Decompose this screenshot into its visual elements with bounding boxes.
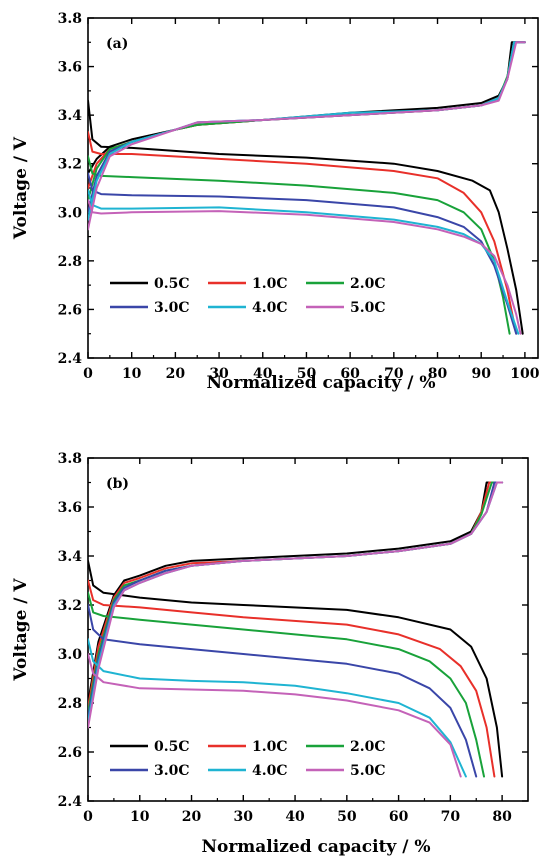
- x-tick-label: 0: [83, 366, 93, 382]
- legend-label: 2.0C: [350, 739, 386, 755]
- series-line-4_0C-charge: [88, 41, 526, 221]
- series-lines: [88, 481, 504, 778]
- x-tick-label: 40: [253, 366, 273, 382]
- legend-label: 5.0C: [350, 300, 386, 316]
- x-tick-label: 50: [337, 809, 357, 825]
- x-tick-label: 100: [510, 366, 539, 382]
- y-tick-label: 3.0: [58, 647, 83, 663]
- y-tick-label: 3.2: [58, 157, 82, 173]
- y-tick-label: 3.8: [58, 11, 82, 27]
- x-tick-label: 50: [297, 366, 317, 382]
- series-line-5_0C-charge: [88, 481, 504, 729]
- legend-label: 1.0C: [252, 739, 288, 755]
- y-tick-label: 3.6: [58, 60, 82, 76]
- legend-label: 2.0C: [350, 276, 386, 292]
- chart-panel-a: 0 10 20 30 40 50 60 70 80 90 100 2.4 2.6 2.8 3.0 3.2 3.4…: [11, 11, 540, 393]
- x-tick-label: 80: [428, 366, 448, 382]
- legend-label: 0.5C: [154, 276, 190, 292]
- x-axis-title: Normalized capacity / %: [206, 373, 435, 393]
- x-tick-label: 60: [389, 809, 409, 825]
- chart-panel-b: 0 10 20 30 40 50 60 70 80 2.4 2.6 2.8 3.0 3.2 3.4 3.6 3.…: [11, 451, 529, 857]
- series-line-1_0C-discharge: [88, 579, 496, 778]
- y-tick-label: 2.6: [58, 745, 82, 761]
- series-line-4_0C-discharge: [88, 189, 520, 335]
- y-tick-label: 3.4: [58, 108, 83, 124]
- y-axis-title: Voltage / V: [11, 136, 31, 240]
- legend: 0.5C 1.0C 2.0C 3.0C 4.0C 5.0C: [110, 276, 386, 316]
- x-tick-label: 60: [340, 366, 360, 382]
- y-tick-label: 2.4: [58, 794, 83, 810]
- y-tick-label: 3.0: [58, 205, 83, 221]
- legend-label: 3.0C: [154, 763, 190, 779]
- x-tick-label: 30: [209, 366, 229, 382]
- series-line-4_0C-discharge: [88, 638, 467, 778]
- y-tick-label: 2.6: [58, 302, 82, 318]
- legend: 0.5C 1.0C 2.0C 3.0C 4.0C 5.0C: [110, 739, 386, 779]
- x-tick-label: 10: [130, 809, 150, 825]
- series-line-0_5C-discharge: [88, 99, 524, 335]
- series-line-3_0C-charge: [88, 481, 504, 719]
- x-tick-label: 0: [83, 809, 93, 825]
- series-lines: [88, 41, 526, 335]
- series-line-3_0C-discharge: [88, 172, 518, 335]
- x-tick-label: 20: [166, 366, 186, 382]
- x-tick-label: 30: [234, 809, 254, 825]
- x-tick-label: 70: [441, 809, 461, 825]
- x-tick-label: 40: [285, 809, 305, 825]
- series-line-3_0C-discharge: [88, 604, 478, 778]
- y-tick-label: 3.4: [58, 549, 83, 565]
- legend-label: 1.0C: [252, 276, 288, 292]
- legend-label: 3.0C: [154, 300, 190, 316]
- x-tick-label: 10: [122, 366, 142, 382]
- x-tick-label: 20: [182, 809, 202, 825]
- y-tick-label: 3.6: [58, 500, 82, 516]
- legend-label: 4.0C: [252, 300, 288, 316]
- x-tick-label: 80: [492, 809, 512, 825]
- series-line-1_0C-discharge: [88, 131, 518, 335]
- series-line-5_0C-discharge: [88, 653, 462, 778]
- y-tick-label: 2.8: [58, 696, 82, 712]
- legend-label: 0.5C: [154, 739, 190, 755]
- series-line-5_0C-discharge: [88, 199, 522, 335]
- x-tick-label: 90: [471, 366, 491, 382]
- y-tick-label: 2.4: [58, 351, 83, 367]
- legend-label: 5.0C: [350, 763, 386, 779]
- panel-label: (b): [106, 476, 129, 492]
- y-tick-label: 3.8: [58, 451, 82, 467]
- panel-label: (a): [106, 36, 128, 52]
- series-line-3_0C-charge: [88, 41, 526, 214]
- x-tick-label: 70: [384, 366, 404, 382]
- y-tick-label: 2.8: [58, 254, 82, 270]
- x-axis-title: Normalized capacity / %: [201, 837, 430, 857]
- series-line-1_0C-charge: [88, 41, 526, 189]
- y-axis-title: Voltage / V: [11, 578, 31, 682]
- series-line-0_5C-discharge: [88, 559, 504, 778]
- y-tick-label: 3.2: [58, 598, 82, 614]
- series-line-5_0C-charge: [88, 41, 526, 231]
- series-line-2_0C-discharge: [88, 591, 485, 778]
- legend-label: 4.0C: [252, 763, 288, 779]
- series-line-1_0C-charge: [88, 481, 504, 709]
